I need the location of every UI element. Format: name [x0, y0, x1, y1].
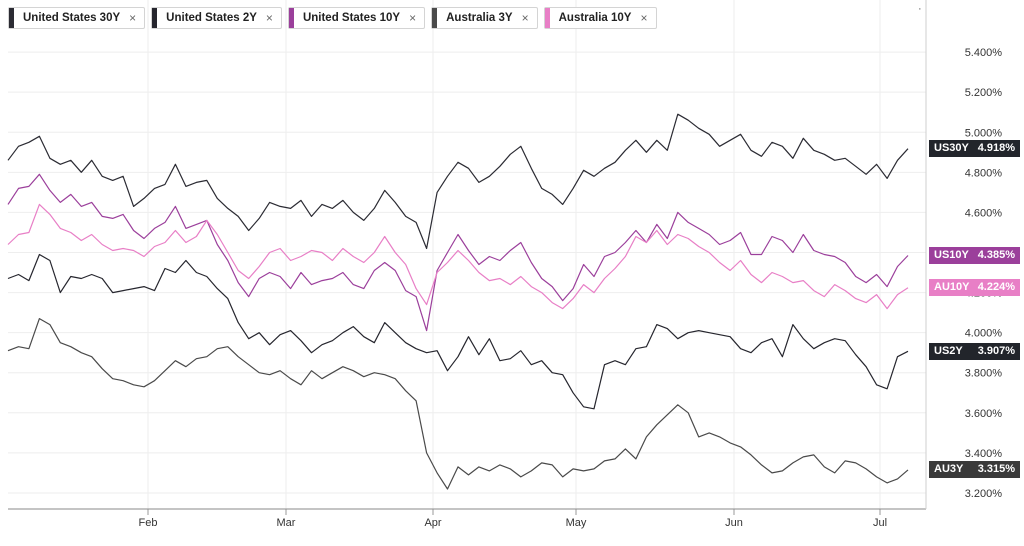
tag-code: US2Y	[934, 344, 963, 357]
legend-label: United States 10Y	[302, 12, 401, 24]
legend-swatch	[288, 8, 294, 28]
legend-swatch	[152, 8, 158, 28]
y-tick-label: 5.200%	[965, 87, 1003, 99]
x-tick-label: May	[566, 517, 587, 529]
legend: United States 30Y × United States 2Y × Unite…	[8, 7, 657, 29]
legend-chip[interactable]: Australia 10Y ×	[543, 7, 657, 29]
x-tick-label: Feb	[139, 517, 158, 529]
tag-code: US30Y	[934, 142, 969, 155]
legend-chip[interactable]: United States 2Y ×	[151, 7, 282, 29]
chart-menu-icon[interactable]: ·	[918, 3, 922, 15]
x-tick-label: Jun	[725, 517, 743, 529]
axes: 5.400%5.200%5.000%4.800%4.600%4.400%4.20…	[8, 0, 1002, 529]
x-tick-label: Mar	[277, 517, 296, 529]
tag-value: 3.315%	[977, 463, 1015, 476]
x-tick-label: Apr	[424, 517, 441, 529]
tag-value: 4.224%	[977, 281, 1015, 294]
legend-label: Australia 10Y	[558, 12, 632, 24]
tag-code: AU3Y	[934, 463, 964, 476]
y-tick-label: 4.000%	[965, 328, 1003, 340]
last-value-tag: US30Y 4.918%	[929, 140, 1020, 158]
close-icon[interactable]: ×	[640, 11, 648, 25]
legend-chip[interactable]: United States 10Y ×	[287, 7, 426, 29]
series-line-au10y[interactable]	[7, 203, 909, 310]
close-icon[interactable]: ×	[265, 11, 273, 25]
last-value-tag: US10Y 4.385%	[929, 247, 1020, 264]
tag-value: 4.918%	[977, 142, 1015, 155]
legend-chip[interactable]: United States 30Y ×	[8, 7, 146, 29]
legend-chip[interactable]: Australia 3Y ×	[431, 7, 538, 29]
close-icon[interactable]: ×	[129, 11, 137, 25]
y-tick-label: 3.600%	[965, 408, 1003, 420]
y-tick-label: 3.400%	[965, 448, 1003, 460]
y-tick-label: 3.200%	[965, 488, 1003, 500]
y-tick-label: 3.800%	[965, 368, 1003, 380]
y-tick-label: 5.400%	[965, 47, 1003, 59]
series-line-us10y[interactable]	[7, 173, 909, 332]
y-tick-label: 4.800%	[965, 167, 1003, 179]
y-tick-label: 5.000%	[965, 127, 1003, 139]
series-line-au3y[interactable]	[7, 318, 909, 490]
legend-swatch	[432, 8, 438, 28]
x-tick-label: Jul	[873, 517, 887, 529]
legend-label: United States 2Y	[166, 12, 257, 24]
legend-label: Australia 3Y	[446, 12, 513, 24]
last-value-tag: US2Y 3.907%	[929, 342, 1020, 360]
legend-swatch	[9, 8, 14, 28]
last-value-tag: AU3Y 3.315%	[929, 461, 1020, 479]
tag-value: 3.907%	[977, 344, 1015, 357]
legend-swatch	[544, 8, 550, 28]
series-line-us30y[interactable]	[7, 113, 909, 250]
series-line-us2y[interactable]	[7, 253, 909, 410]
y-tick-label: 4.600%	[965, 207, 1003, 219]
tag-code: US10Y	[934, 249, 969, 261]
tag-value: 4.385%	[977, 249, 1015, 261]
series-lines	[7, 113, 909, 490]
close-icon[interactable]: ×	[409, 11, 417, 25]
close-icon[interactable]: ×	[521, 11, 529, 25]
tag-code: AU10Y	[934, 281, 970, 294]
legend-label: United States 30Y	[23, 12, 121, 24]
last-value-tag: AU10Y 4.224%	[929, 279, 1020, 297]
